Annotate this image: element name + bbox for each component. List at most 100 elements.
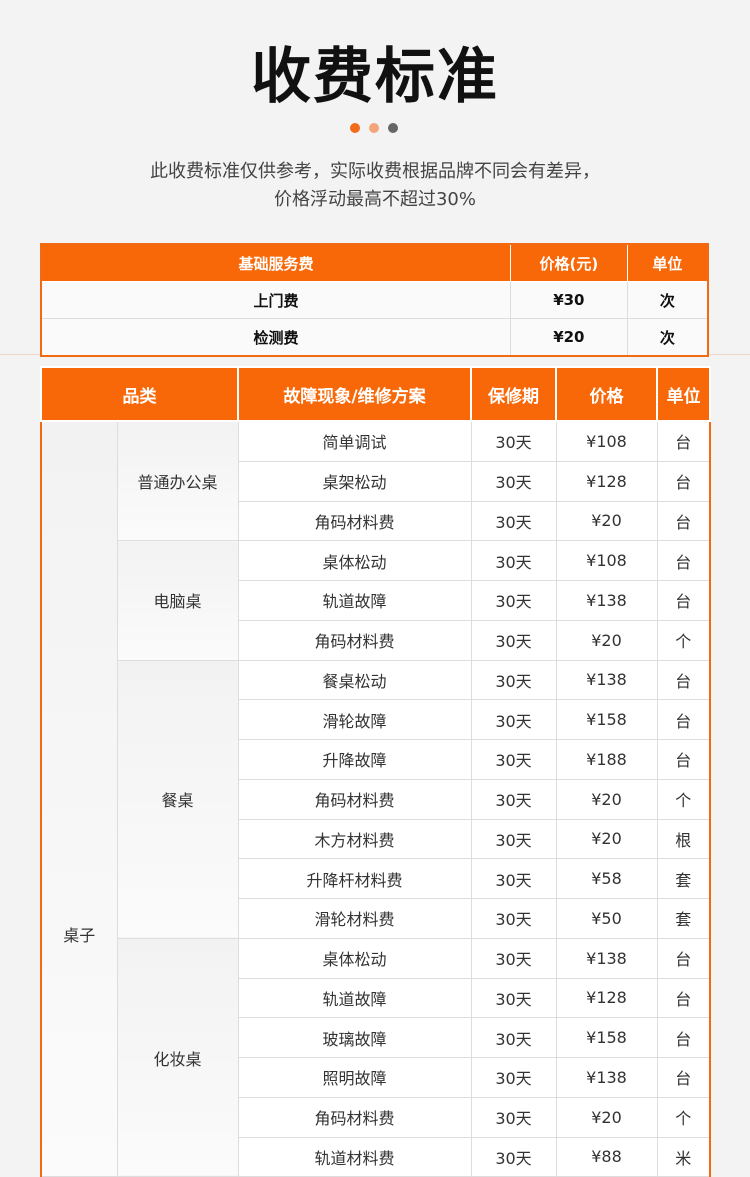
- table-row: 电脑桌 桌体松动 30天 ¥108 台: [41, 540, 711, 661]
- repair-table-header: 品类 故障现象/维修方案 保修期 价格 单位: [40, 366, 711, 422]
- subcategory-name: 餐桌: [116, 659, 239, 939]
- price: ¥58: [555, 858, 658, 899]
- warranty-period: 30天: [470, 500, 557, 542]
- fault-description: 轨道故障: [237, 580, 472, 621]
- fault-description: 角码材料费: [237, 500, 472, 542]
- warranty-period: 30天: [470, 1096, 557, 1138]
- table-row: 上门费 ¥30 次: [40, 281, 709, 319]
- fault-description: 升降故障: [237, 739, 472, 780]
- warranty-period: 30天: [470, 739, 557, 780]
- unit: 套: [656, 898, 711, 939]
- fault-description: 照明故障: [237, 1057, 472, 1098]
- service-price: ¥30: [509, 281, 628, 319]
- table-row: 滑轮故障 30天 ¥158 台: [41, 699, 711, 740]
- unit: 台: [656, 659, 711, 701]
- header-category: 品类: [40, 366, 239, 422]
- fault-description: 角码材料费: [237, 1096, 472, 1138]
- fault-description: 角码材料费: [237, 778, 472, 820]
- subcategory-name: 电脑桌: [116, 540, 239, 661]
- table-row: 角码材料费 30天 ¥20 台: [41, 500, 711, 542]
- table-row: 化妆桌 桌体松动 30天 ¥138 台: [41, 937, 711, 1177]
- warranty-period: 30天: [470, 420, 557, 462]
- subtitle-line-1: 此收费标准仅供参考，实际收费根据品牌不同会有差异，: [150, 161, 600, 182]
- unit: 个: [656, 619, 711, 661]
- fault-description: 轨道材料费: [237, 1136, 472, 1177]
- price: ¥20: [555, 500, 658, 542]
- unit: 台: [656, 1017, 711, 1058]
- price: ¥88: [555, 1136, 658, 1177]
- price: ¥20: [555, 818, 658, 860]
- table-row: 检测费 ¥20 次: [40, 318, 709, 357]
- table-row: 木方材料费 30天 ¥20 根: [41, 818, 711, 860]
- fault-description: 滑轮故障: [237, 699, 472, 740]
- table-row: 餐桌 餐桌松动 30天 ¥138 台: [41, 659, 711, 939]
- subcategory-name: 普通办公桌: [116, 420, 239, 542]
- fault-description: 桌架松动: [237, 460, 472, 502]
- unit: 套: [656, 858, 711, 899]
- table-row: 升降杆材料费 30天 ¥58 套: [41, 858, 711, 899]
- table-row: 轨道材料费 30天 ¥88 米: [41, 1136, 711, 1177]
- warranty-period: 30天: [470, 540, 557, 581]
- unit: 台: [656, 1057, 711, 1098]
- price: ¥128: [555, 977, 658, 1019]
- page-title: 收费标准: [251, 42, 499, 112]
- warranty-period: 30天: [470, 1017, 557, 1058]
- unit: 台: [656, 540, 711, 581]
- unit: 台: [656, 739, 711, 780]
- service-unit: 次: [626, 318, 709, 357]
- table-row: 玻璃故障 30天 ¥158 台: [41, 1017, 711, 1058]
- warranty-period: 30天: [470, 619, 557, 661]
- price: ¥138: [555, 937, 658, 979]
- fault-description: 简单调试: [237, 420, 472, 462]
- table-row: 角码材料费 30天 ¥20 个: [41, 619, 711, 661]
- table-row: 照明故障 30天 ¥138 台: [41, 1057, 711, 1098]
- unit: 个: [656, 1096, 711, 1138]
- basic-fee-header: 基础服务费 价格(元) 单位: [40, 243, 709, 282]
- service-name: 上门费: [40, 281, 511, 319]
- warranty-period: 30天: [470, 778, 557, 820]
- warranty-period: 30天: [470, 699, 557, 740]
- price: ¥20: [555, 619, 658, 661]
- warranty-period: 30天: [470, 460, 557, 502]
- table-row: 滑轮材料费 30天 ¥50 套: [41, 898, 711, 939]
- header-service: 基础服务费: [40, 243, 511, 282]
- table-row: 桌子 普通办公桌 简单调试 30天 ¥108 台: [40, 420, 711, 1177]
- header-warranty: 保修期: [470, 366, 557, 422]
- price: ¥158: [555, 699, 658, 740]
- subtitle: 此收费标准仅供参考，实际收费根据品牌不同会有差异， 价格浮动最高不超过30%: [0, 158, 750, 214]
- table-row: 角码材料费 30天 ¥20 个: [41, 778, 711, 820]
- price: ¥108: [555, 540, 658, 581]
- subtitle-line-2: 价格浮动最高不超过30%: [273, 189, 476, 210]
- fault-description: 桌体松动: [237, 937, 472, 979]
- price: ¥128: [555, 460, 658, 502]
- service-price: ¥20: [509, 318, 628, 357]
- unit: 台: [656, 937, 711, 979]
- table-row: 桌架松动 30天 ¥128 台: [41, 460, 711, 502]
- warranty-period: 30天: [470, 818, 557, 860]
- dot-3: [388, 123, 398, 133]
- warranty-period: 30天: [470, 1057, 557, 1098]
- price: ¥188: [555, 739, 658, 780]
- service-name: 检测费: [40, 318, 511, 357]
- dot-1: [350, 123, 360, 133]
- price: ¥138: [555, 580, 658, 621]
- header-unit: 单位: [656, 366, 711, 422]
- fault-description: 角码材料费: [237, 619, 472, 661]
- price: ¥20: [555, 1096, 658, 1138]
- unit: 台: [656, 460, 711, 502]
- unit: 台: [656, 699, 711, 740]
- unit: 台: [656, 500, 711, 542]
- header-price: 价格: [555, 366, 658, 422]
- fault-description: 玻璃故障: [237, 1017, 472, 1058]
- warranty-period: 30天: [470, 659, 557, 701]
- unit: 根: [656, 818, 711, 860]
- price: ¥20: [555, 778, 658, 820]
- category-name: 桌子: [40, 420, 118, 1177]
- header-unit: 单位: [626, 243, 709, 282]
- fault-description: 木方材料费: [237, 818, 472, 860]
- unit: 米: [656, 1136, 711, 1177]
- warranty-period: 30天: [470, 858, 557, 899]
- warranty-period: 30天: [470, 1136, 557, 1177]
- warranty-period: 30天: [470, 937, 557, 979]
- warranty-period: 30天: [470, 580, 557, 621]
